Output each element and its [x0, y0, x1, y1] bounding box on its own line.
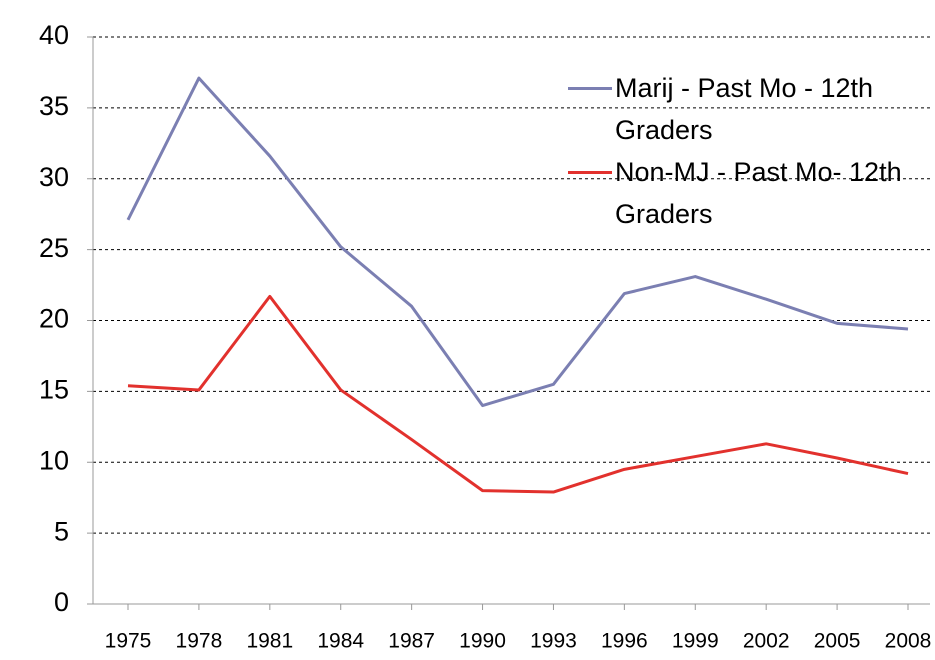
x-tick-label: 1981 — [246, 630, 293, 653]
y-tick-label: 10 — [39, 445, 69, 475]
legend-label: Non-MJ - Past Mo- 12th Graders — [615, 157, 902, 229]
y-tick-label: 30 — [39, 162, 69, 192]
legend-swatch — [568, 171, 612, 174]
y-tick-label: 25 — [39, 233, 69, 263]
series-line — [126, 76, 909, 408]
x-tick-label: 1999 — [672, 630, 719, 653]
legend-label: Marij - Past Mo - 12th Graders — [615, 73, 874, 145]
x-tick-label: 2008 — [885, 630, 932, 653]
x-tick-label: 1990 — [459, 630, 506, 653]
x-tick-label: 1996 — [601, 630, 648, 653]
x-tick-label: 1975 — [105, 630, 152, 653]
x-tick-label: 1993 — [530, 630, 577, 653]
y-tick-label: 40 — [39, 20, 69, 50]
y-tick-label: 0 — [54, 587, 69, 617]
x-tick-label: 2002 — [743, 630, 790, 653]
y-tick-label: 20 — [39, 304, 69, 334]
y-tick-label: 5 — [54, 516, 69, 546]
x-tick-label: 1984 — [317, 630, 364, 653]
x-tick-label: 1987 — [388, 630, 435, 653]
series-line — [127, 294, 909, 494]
x-tick-label: 2005 — [814, 630, 861, 653]
legend-item: Non-MJ - Past Mo- 12th Graders — [568, 151, 935, 235]
y-tick-label: 15 — [39, 375, 69, 405]
y-tick-label: 35 — [39, 91, 69, 121]
legend-item: Marij - Past Mo - 12th Graders — [568, 67, 935, 151]
legend-swatch — [568, 87, 612, 90]
x-tick-label: 1978 — [176, 630, 223, 653]
